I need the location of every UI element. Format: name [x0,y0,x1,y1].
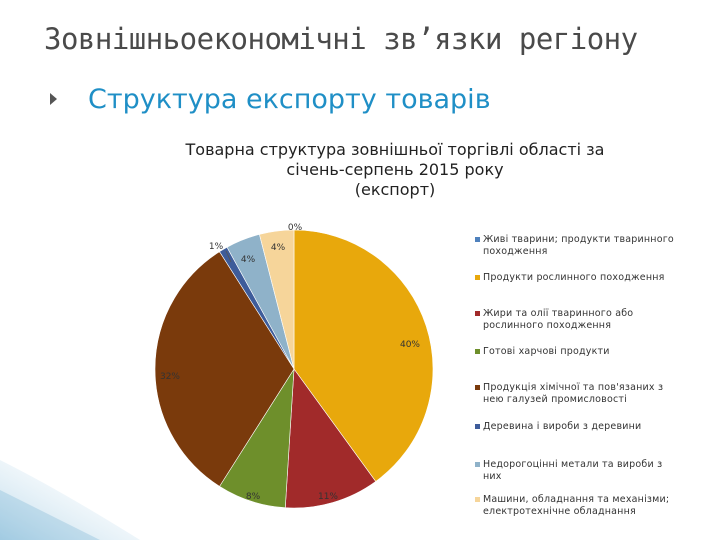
chart-legend: Живі тварини; продукти тваринного походж… [475,234,685,524]
legend-label: Живі тварини; продукти тваринного походж… [483,234,674,257]
legend-swatch [475,349,480,354]
slide-subtitle: Структура експорту товарів [88,84,491,115]
legend-label: Продукція хімічної та пов'язаних з нею г… [483,382,664,405]
legend-swatch [475,462,480,467]
data-label: 4% [241,255,256,265]
pie-slice [293,229,434,482]
pie-slice [154,251,295,487]
data-label: 40% [400,340,420,350]
legend-label: Машини, обладнання та механізми; електро… [483,494,670,517]
legend-label: Деревина і вироби з деревини [483,421,642,432]
legend-swatch [475,237,480,242]
legend-swatch [475,385,480,390]
chart-title-line-3: (експорт) [354,180,436,199]
legend-label: Недорогоцінні метали та вироби з них [483,459,663,482]
data-label: 8% [246,492,261,502]
data-label: 11% [318,492,338,502]
data-label: 4% [271,243,286,253]
legend-swatch [475,311,480,316]
legend-swatch [475,424,480,429]
legend-label: Жири та олії тваринного або рослинного п… [483,308,634,331]
chart-title: Товарна структура зовнішньої торгівлі об… [160,140,630,200]
legend-swatch [475,275,480,280]
data-label: 32% [160,372,180,382]
legend-label: Готові харчові продукти [483,346,610,357]
chart-title-line-2: січень-серпень 2015 року [286,160,504,179]
label-leader-line [225,250,232,263]
data-label: 0% [288,223,303,233]
slide-title: Зовнішньоекономічні зв’язки регіону [44,22,638,56]
legend-label: Продукти рослинного походження [483,272,665,283]
legend-swatch [475,497,480,502]
pie-slice [259,229,295,370]
data-label: 1% [209,242,224,252]
chart-title-line-1: Товарна структура зовнішньої торгівлі об… [185,140,605,159]
pie-slice [284,368,377,509]
bullet-arrow-icon [50,93,57,105]
